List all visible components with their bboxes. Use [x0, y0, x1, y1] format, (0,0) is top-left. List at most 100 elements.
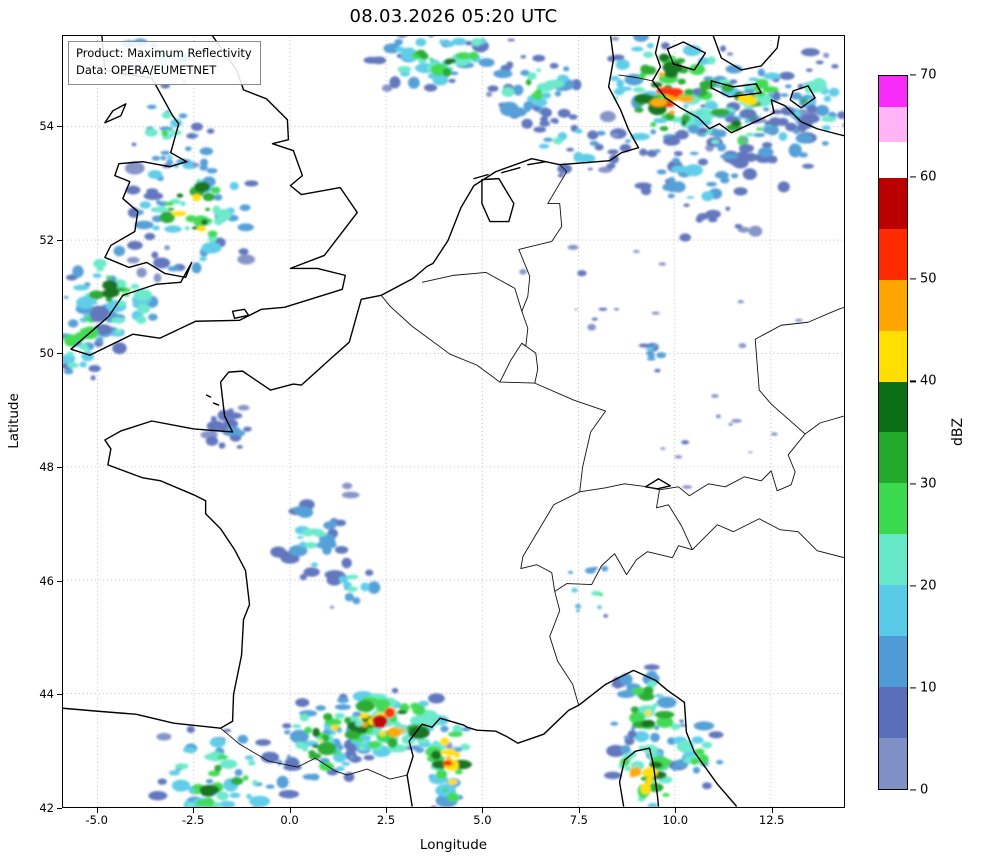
radar-echo-cell — [697, 127, 708, 134]
radar-echo-cell — [378, 731, 387, 737]
radar-echo-cell — [184, 226, 190, 231]
border-germany-czechia — [754, 306, 844, 435]
radar-echo-cell — [610, 128, 627, 139]
radar-echo-cell — [701, 191, 714, 202]
radar-echo-cell — [341, 491, 360, 499]
radar-echo-cell — [543, 137, 553, 142]
y-tick-mark — [57, 694, 62, 696]
colorbar-segment — [879, 142, 907, 178]
radar-echo-cell — [780, 106, 795, 116]
radar-echo-cell — [679, 233, 691, 242]
radar-echo-cell — [823, 95, 832, 103]
radar-echo-cell — [125, 185, 141, 195]
radar-echo-cell — [687, 124, 700, 134]
radar-echo-cell — [136, 315, 147, 324]
radar-echo-cell — [304, 541, 318, 549]
y-tick-mark — [57, 580, 62, 582]
radar-echo-cell — [651, 343, 658, 349]
radar-echo-cell — [643, 664, 660, 671]
radar-echo-cell — [643, 686, 654, 695]
coastline-great-britain — [70, 36, 358, 356]
radar-echo-cell — [223, 728, 232, 733]
radar-echo-cell — [446, 792, 460, 802]
radar-echo-cell — [200, 789, 215, 797]
radar-echo-cell — [633, 249, 640, 253]
radar-echo-cell — [449, 71, 459, 76]
radar-echo-cell — [234, 768, 243, 776]
radar-echo-cell — [755, 127, 764, 131]
radar-echo-cell — [534, 89, 543, 97]
radar-echo-cell — [305, 528, 324, 536]
radar-echo-cell — [207, 230, 218, 238]
radar-echo-cell — [126, 256, 140, 264]
radar-echo-cell — [567, 244, 579, 250]
radar-echo-cell — [707, 56, 716, 65]
radar-echo-cell — [535, 68, 542, 73]
radar-echo-cell — [143, 191, 164, 201]
radar-echo-cell — [516, 107, 525, 114]
radar-echo-cell — [575, 606, 582, 609]
radar-echo-cell — [598, 307, 608, 311]
radar-echo-cell — [762, 126, 780, 135]
colorbar-segment — [879, 106, 907, 143]
radar-echo-cell — [152, 206, 168, 213]
radar-echo-cell — [265, 784, 275, 789]
colorbar-segment — [879, 177, 907, 229]
radar-echo-cell — [148, 790, 168, 801]
colorbar-segment — [879, 432, 907, 484]
radar-echo-cell — [656, 716, 674, 728]
radar-echo-cell — [227, 408, 234, 413]
radar-echo-cell — [658, 262, 667, 266]
radar-echo-cell — [429, 57, 434, 62]
radar-echo-cell — [199, 147, 214, 156]
colorbar-tick-label: 0 — [920, 782, 929, 798]
radar-echo-cell — [711, 139, 720, 145]
radar-echo-cell — [550, 117, 559, 124]
colorbar-tick-mark — [910, 687, 916, 689]
radar-echo-cell — [647, 352, 655, 358]
radar-echo-cell — [539, 120, 551, 127]
colorbar-tick-mark — [910, 176, 916, 178]
x-tick-mark — [96, 808, 98, 813]
radar-echo-cell — [213, 194, 223, 201]
radar-echo-cell — [237, 254, 256, 265]
radar-echo-cell — [538, 143, 550, 149]
radar-echo-cell — [753, 132, 766, 138]
radar-echo-cell — [646, 42, 654, 49]
radar-echo-cell — [236, 445, 243, 449]
radar-echo-cell — [731, 120, 742, 127]
radar-echo-cell — [665, 112, 675, 121]
radar-echo-cell — [557, 173, 564, 178]
radar-echo-cell — [710, 108, 730, 116]
radar-echo-cell — [679, 719, 684, 723]
radar-echo-cell — [208, 770, 221, 777]
radar-echo-cell — [603, 614, 609, 618]
radar-echo-cell — [708, 217, 718, 223]
radar-echo-cell — [83, 313, 91, 317]
radar-echo-cell — [645, 777, 653, 784]
radar-echo-cell — [744, 118, 750, 124]
radar-echo-cell — [341, 482, 353, 490]
radar-echo-cell — [130, 283, 140, 290]
radar-echo-cell — [702, 782, 712, 790]
radar-echo-cell — [763, 72, 781, 80]
radar-echo-cell — [800, 98, 808, 104]
radar-echo-cell — [604, 771, 622, 780]
radar-echo-cell — [375, 703, 386, 711]
radar-echo-cell — [790, 92, 802, 100]
radar-echo-cell — [342, 581, 352, 588]
radar-echo-cell — [95, 336, 104, 344]
radar-echo-cell — [596, 130, 606, 136]
radar-echo-cell — [788, 143, 802, 158]
radar-echo-cell — [452, 747, 459, 750]
border-belgium-germany — [521, 311, 529, 347]
radar-echo-cell — [167, 207, 175, 211]
radar-echo-cell — [712, 129, 727, 138]
radar-echo-cell — [312, 744, 319, 748]
radar-echo-cell — [197, 225, 207, 232]
radar-echo-cell — [711, 394, 719, 398]
colorbar-tick-label: 50 — [920, 271, 937, 287]
radar-echo-cell — [762, 86, 779, 94]
radar-echo-cell — [806, 104, 818, 114]
radar-echo-cell — [683, 203, 690, 208]
